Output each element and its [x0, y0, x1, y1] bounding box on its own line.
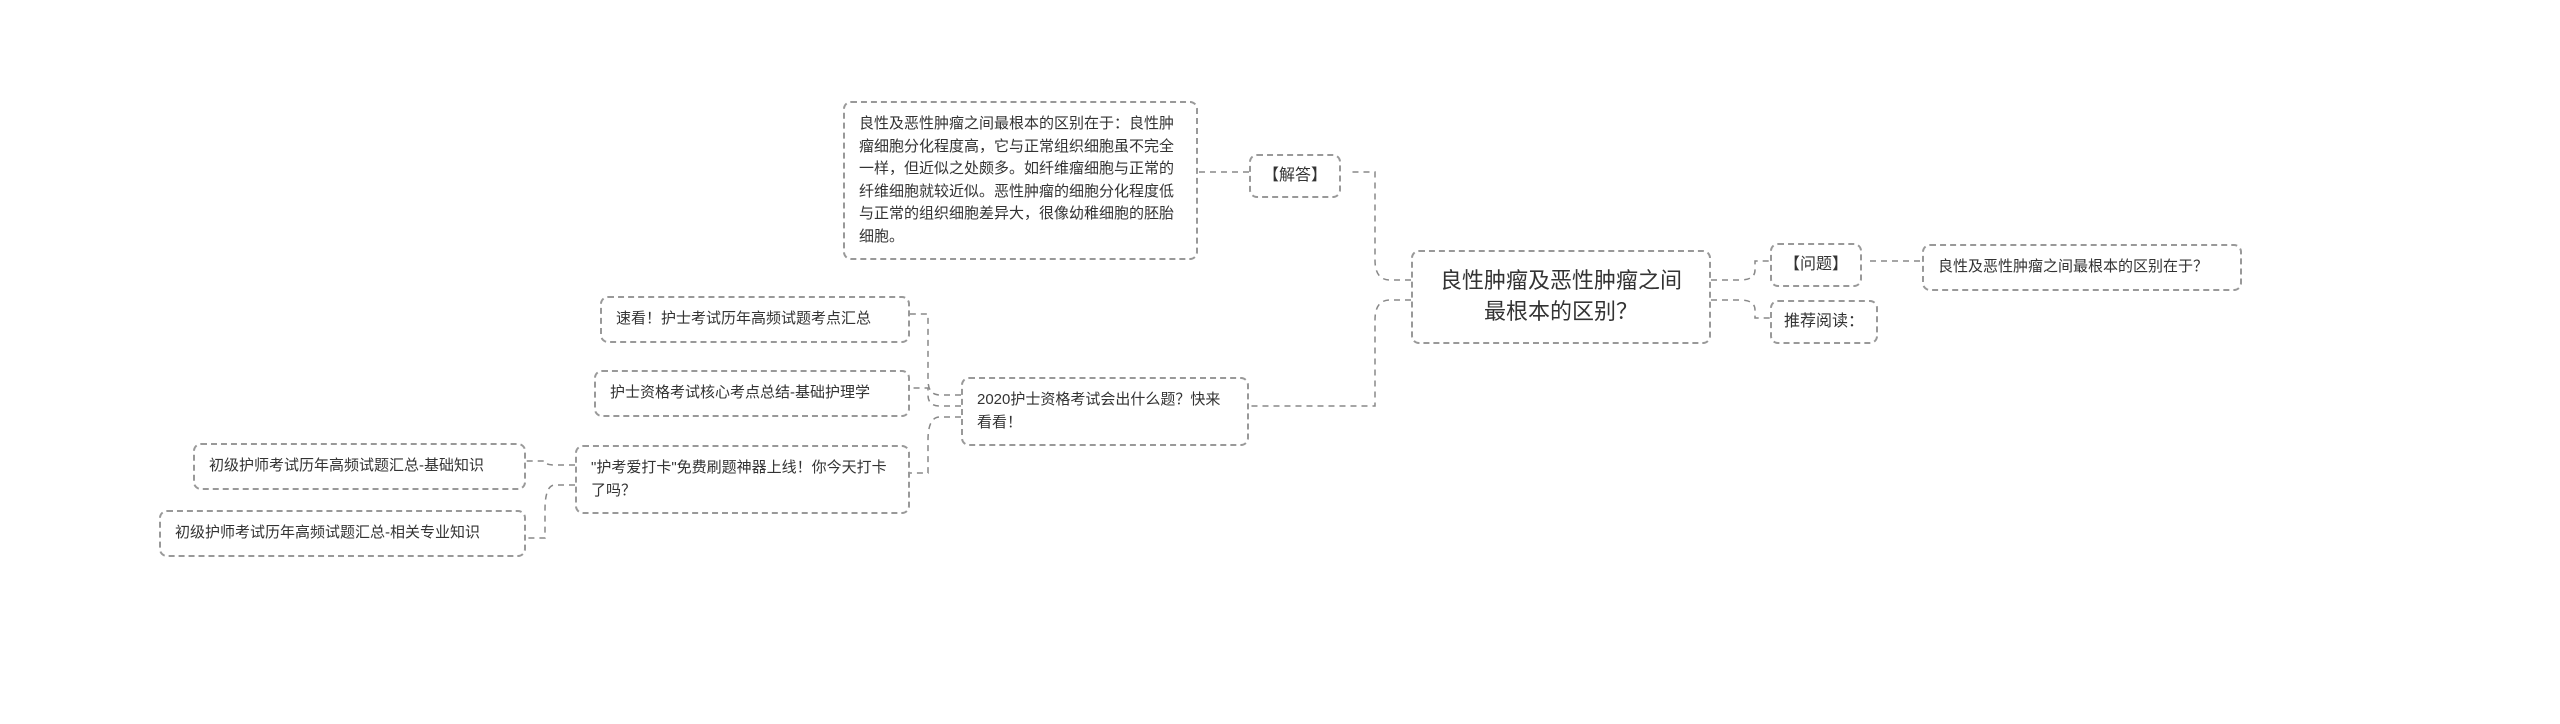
branch-label-answer[interactable]: 【解答】 [1249, 154, 1341, 198]
exam-2020-node[interactable]: 2020护士资格考试会出什么题？快来看看！ [961, 377, 1249, 446]
question-leaf[interactable]: 良性及恶性肿瘤之间最根本的区别在于？ [1922, 244, 2242, 291]
answer-paragraph[interactable]: 良性及恶性肿瘤之间最根本的区别在于：良性肿瘤细胞分化程度高，它与正常组织细胞虽不… [843, 101, 1198, 260]
connector-layer [0, 0, 2560, 724]
grandchild-1[interactable]: 初级护师考试历年高频试题汇总-基础知识 [193, 443, 526, 490]
branch-label-recommended[interactable]: 推荐阅读： [1770, 300, 1878, 344]
grandchild-2[interactable]: 初级护师考试历年高频试题汇总-相关专业知识 [159, 510, 526, 557]
exam-child-3[interactable]: "护考爱打卡"免费刷题神器上线！你今天打卡了吗？ [575, 445, 910, 514]
branch-label-question[interactable]: 【问题】 [1770, 243, 1862, 287]
exam-child-2[interactable]: 护士资格考试核心考点总结-基础护理学 [594, 370, 910, 417]
exam-child-1[interactable]: 速看！护士考试历年高频试题考点汇总 [600, 296, 910, 343]
root-node[interactable]: 良性肿瘤及恶性肿瘤之间最根本的区别？ [1411, 250, 1711, 344]
